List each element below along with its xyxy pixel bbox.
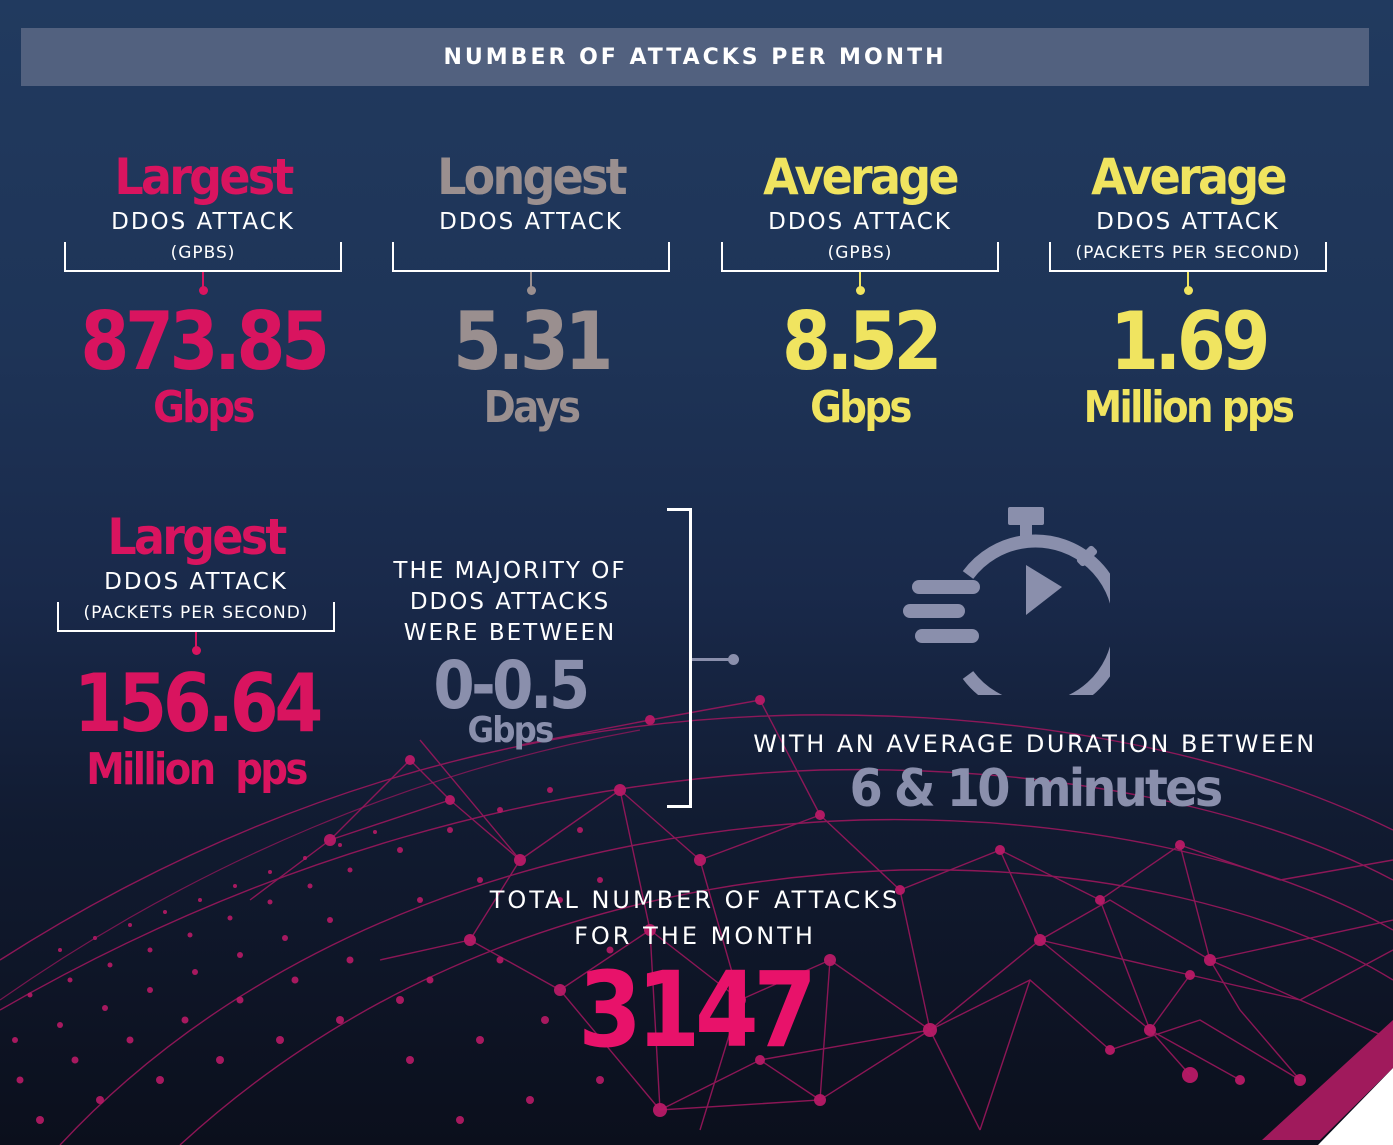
stat-unit: Days [483, 382, 581, 433]
stat-heading: Largest [114, 148, 294, 206]
stat-largest-gbps: Largest DDOS ATTACK (GPBS) 873.85 Gbps [63, 150, 343, 432]
stat-label: DDOS ATTACK [1096, 209, 1280, 235]
stat-value: 5.31 [452, 295, 614, 388]
stat-bracket [1049, 242, 1327, 295]
stat-label: DDOS ATTACK [111, 209, 295, 235]
stat-value: 156.64 [73, 657, 324, 750]
total-label-line-1: TOTAL NUMBER OF ATTACKS [489, 886, 901, 914]
majority-block: THE MAJORITY OF DDOS ATTACKS WERE BETWEE… [370, 556, 650, 749]
total-attacks-block: TOTAL NUMBER OF ATTACKS FOR THE MONTH 31… [445, 882, 945, 1064]
bracket-dot [198, 286, 208, 295]
stat-value: 8.52 [781, 295, 943, 388]
majority-range: 0-0.5 [433, 647, 590, 724]
stat-heading: Longest [437, 148, 628, 206]
bracket-tick [195, 632, 197, 648]
page-title-bar: NUMBER OF ATTACKS PER MONTH [21, 28, 1369, 86]
stat-longest-days: Longest DDOS ATTACK 5.31 Days [392, 150, 670, 432]
duration-value: 6 & 10 minutes [849, 759, 1223, 819]
majority-line-1: THE MAJORITY OF [393, 558, 627, 584]
duration-block: WITH AN AVERAGE DURATION BETWEEN 6 & 10 … [740, 728, 1330, 818]
stat-heading: Average [763, 148, 959, 206]
stat-bracket [57, 602, 335, 655]
majority-bracket [667, 508, 692, 808]
stat-heading: Largest [107, 508, 287, 566]
stat-average-pps: Average DDOS ATTACK (PACKETS PER SECOND)… [1048, 150, 1328, 432]
stat-largest-pps: Largest DDOS ATTACK (PACKETS PER SECOND)… [57, 510, 335, 794]
bracket-tick [859, 272, 861, 288]
stat-unit: Gbps [810, 382, 912, 433]
stat-unit: Gbps [153, 382, 255, 433]
stopwatch-fast-icon [903, 507, 1110, 695]
bracket-tick [1187, 272, 1189, 288]
stat-label: DDOS ATTACK [439, 209, 623, 235]
total-value: 3147 [578, 949, 817, 1071]
bracket-dot [1183, 286, 1193, 295]
duration-label: WITH AN AVERAGE DURATION BETWEEN [753, 730, 1317, 758]
bracket-dot [191, 646, 201, 655]
stat-unit: Million pps [86, 744, 308, 795]
connector-line [692, 658, 732, 661]
stat-unit: Million pps [1083, 382, 1295, 433]
page-title: NUMBER OF ATTACKS PER MONTH [443, 44, 947, 70]
bracket-tick [202, 272, 204, 288]
stat-sublabel: (GPBS) [827, 243, 893, 263]
bracket-dot [855, 286, 865, 295]
majority-unit: Gbps [467, 710, 554, 751]
total-label-line-2: FOR THE MONTH [574, 922, 816, 950]
stat-sublabel: (PACKETS PER SECOND) [1075, 243, 1301, 263]
stat-bracket [721, 242, 999, 295]
stat-average-gbps: Average DDOS ATTACK (GPBS) 8.52 Gbps [720, 150, 1000, 432]
stat-value: 873.85 [80, 295, 330, 388]
bracket-tick [530, 272, 532, 288]
stat-bracket [64, 242, 342, 295]
stat-label: DDOS ATTACK [768, 209, 952, 235]
connector-dot [728, 654, 739, 665]
stat-sublabel: (GPBS) [170, 243, 236, 263]
stat-sublabel: (PACKETS PER SECOND) [83, 603, 309, 623]
majority-line-3: WERE BETWEEN [403, 620, 617, 646]
stat-heading: Average [1091, 148, 1287, 206]
bracket-dot [526, 286, 536, 295]
stat-label: DDOS ATTACK [104, 569, 288, 595]
stat-value: 1.69 [1109, 295, 1271, 388]
majority-line-2: DDOS ATTACKS [409, 589, 611, 615]
stat-bracket [392, 242, 670, 295]
